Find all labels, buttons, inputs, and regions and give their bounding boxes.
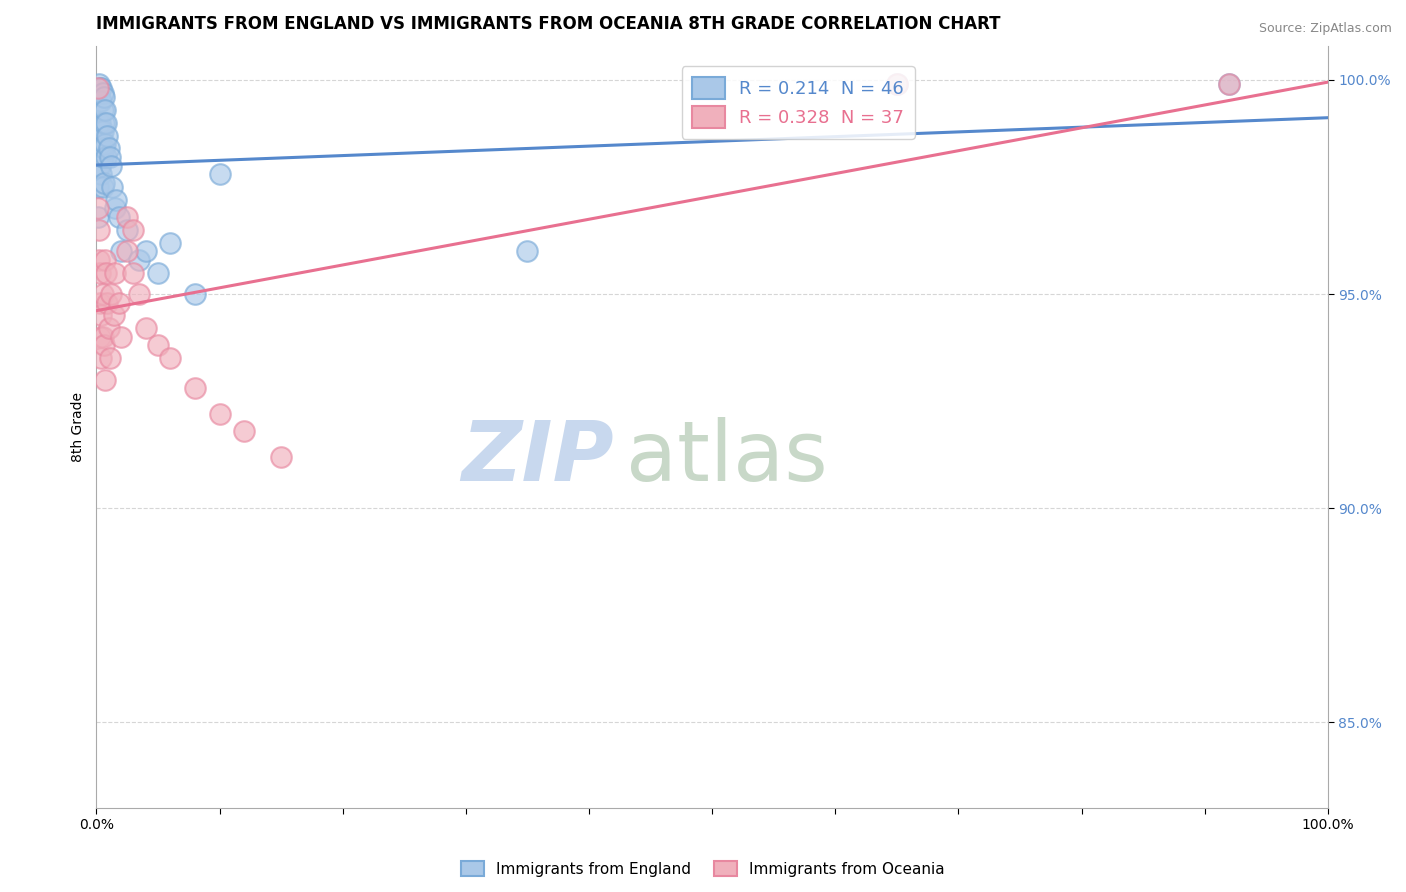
Point: [110, 330, 132, 344]
Point: [91, 330, 114, 344]
Point: [96, 150, 118, 164]
Point: [100, 159, 122, 173]
Point: [104, 266, 127, 280]
Point: [89, 266, 111, 280]
Point: [93, 90, 115, 104]
Point: [105, 193, 128, 207]
Point: [89, 116, 111, 130]
Point: [1218, 77, 1240, 91]
Point: [87, 77, 110, 91]
Point: [90, 81, 112, 95]
Point: [122, 266, 145, 280]
Point: [89, 81, 111, 95]
Point: [159, 235, 181, 250]
Point: [89, 95, 111, 109]
Point: [89, 330, 111, 344]
Point: [115, 223, 138, 237]
Point: [886, 77, 908, 91]
Point: [128, 287, 150, 301]
Point: [89, 159, 111, 173]
Point: [89, 295, 111, 310]
Point: [91, 124, 114, 138]
Point: [233, 424, 256, 438]
Point: [87, 116, 110, 130]
Point: [98, 150, 121, 164]
Point: [115, 210, 138, 224]
Point: [91, 103, 114, 117]
Point: [86, 202, 108, 216]
Point: [90, 167, 112, 181]
Legend: Immigrants from England, Immigrants from Oceania: Immigrants from England, Immigrants from…: [454, 853, 952, 884]
Point: [516, 244, 538, 259]
Point: [90, 309, 112, 323]
Point: [1218, 77, 1240, 91]
Point: [96, 295, 118, 310]
Point: [96, 116, 118, 130]
Point: [91, 150, 114, 164]
Point: [184, 287, 207, 301]
Text: IMMIGRANTS FROM ENGLAND VS IMMIGRANTS FROM OCEANIA 8TH GRADE CORRELATION CHART: IMMIGRANTS FROM ENGLAND VS IMMIGRANTS FR…: [97, 15, 1001, 33]
Point: [87, 223, 110, 237]
Point: [86, 210, 108, 224]
Point: [91, 287, 114, 301]
Point: [94, 252, 117, 267]
Point: [94, 103, 117, 117]
Point: [208, 407, 231, 421]
Point: [135, 321, 157, 335]
Point: [98, 351, 121, 366]
Point: [146, 338, 169, 352]
Point: [135, 244, 157, 259]
Point: [87, 159, 110, 173]
Text: ZIP: ZIP: [461, 417, 613, 498]
Point: [89, 137, 111, 152]
Text: atlas: atlas: [626, 417, 828, 498]
Point: [94, 137, 117, 152]
Point: [93, 116, 115, 130]
Point: [159, 351, 181, 366]
Point: [184, 381, 207, 395]
Point: [86, 81, 108, 95]
Point: [208, 167, 231, 181]
Point: [90, 95, 112, 109]
Point: [103, 309, 125, 323]
Y-axis label: 8th Grade: 8th Grade: [72, 392, 86, 462]
Point: [128, 252, 150, 267]
Point: [107, 295, 129, 310]
Point: [110, 244, 132, 259]
Point: [94, 373, 117, 387]
Point: [270, 450, 292, 464]
Point: [101, 180, 124, 194]
Point: [146, 266, 169, 280]
Point: [122, 223, 145, 237]
Point: [91, 86, 114, 100]
Point: [115, 244, 138, 259]
Point: [104, 202, 127, 216]
Point: [90, 351, 112, 366]
Point: [93, 141, 115, 155]
Point: [97, 321, 120, 335]
Point: [93, 176, 115, 190]
Text: Source: ZipAtlas.com: Source: ZipAtlas.com: [1258, 22, 1392, 36]
Legend: R = 0.214  N = 46, R = 0.328  N = 37: R = 0.214 N = 46, R = 0.328 N = 37: [682, 66, 915, 139]
Point: [96, 266, 118, 280]
Point: [91, 180, 114, 194]
Point: [86, 180, 108, 194]
Point: [93, 338, 115, 352]
Point: [87, 252, 110, 267]
Point: [96, 128, 118, 143]
Point: [107, 210, 129, 224]
Point: [90, 124, 112, 138]
Point: [97, 141, 120, 155]
Point: [100, 287, 122, 301]
Point: [886, 77, 908, 91]
